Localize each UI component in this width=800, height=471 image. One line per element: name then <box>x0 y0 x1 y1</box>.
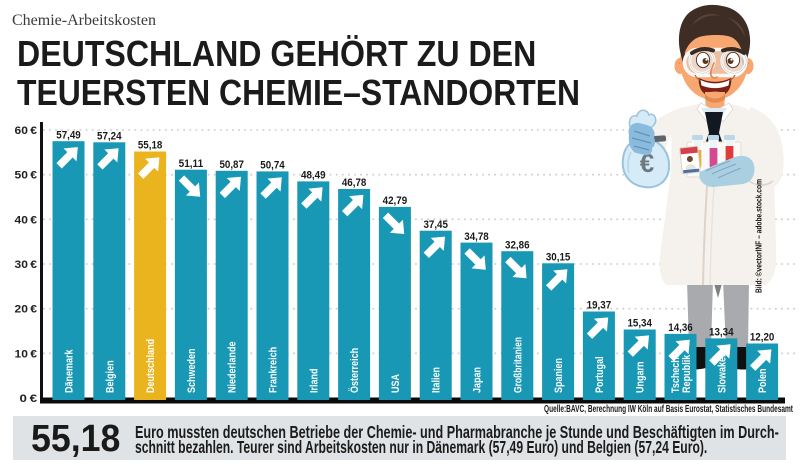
svg-text:Republik: Republik <box>681 355 693 393</box>
svg-text:50,74: 50,74 <box>260 160 285 172</box>
svg-text:€: € <box>640 148 654 178</box>
svg-text:40 €: 40 € <box>15 214 38 226</box>
svg-text:30,15: 30,15 <box>546 252 571 264</box>
svg-text:Spanien: Spanien <box>553 358 565 393</box>
svg-text:51,11: 51,11 <box>179 158 204 170</box>
svg-text:50,87: 50,87 <box>219 159 244 171</box>
svg-text:12,20: 12,20 <box>750 332 775 344</box>
svg-text:37,45: 37,45 <box>423 219 448 231</box>
svg-text:Belgien: Belgien <box>104 360 116 393</box>
svg-text:15,34: 15,34 <box>627 318 652 330</box>
svg-text:Slowakei: Slowakei <box>716 354 728 393</box>
svg-text:10 €: 10 € <box>15 348 38 360</box>
svg-text:Niederlande: Niederlande <box>227 341 239 393</box>
svg-text:USA: USA <box>390 374 402 393</box>
svg-text:Japan: Japan <box>472 367 484 393</box>
svg-text:Deutschland: Deutschland <box>145 339 157 393</box>
svg-text:19,37: 19,37 <box>587 300 612 312</box>
svg-text:Portugal: Portugal <box>594 356 606 393</box>
svg-text:Großbritanien: Großbritanien <box>512 337 524 393</box>
svg-text:30 €: 30 € <box>15 259 38 271</box>
svg-text:42,79: 42,79 <box>383 195 408 207</box>
svg-text:Bild: ©vectorINF – adobe.stock: Bild: ©vectorINF – adobe.stock.com <box>754 179 764 293</box>
svg-text:Quelle:BAVC, Berechnung IW Köl: Quelle:BAVC, Berechnung IW Köln auf Basi… <box>544 404 793 415</box>
svg-text:55,18: 55,18 <box>138 140 163 152</box>
svg-text:Dänemark: Dänemark <box>64 349 76 393</box>
svg-text:Ungarn: Ungarn <box>635 362 647 394</box>
svg-text:57,24: 57,24 <box>97 131 122 143</box>
svg-text:Polen: Polen <box>757 369 769 394</box>
svg-text:57,49: 57,49 <box>56 129 81 141</box>
svg-text:14,36: 14,36 <box>668 322 693 334</box>
svg-text:20 €: 20 € <box>15 304 38 316</box>
svg-text:Frankreich: Frankreich <box>268 347 280 393</box>
svg-text:Schweden: Schweden <box>186 349 198 394</box>
svg-text:0 €: 0 € <box>20 393 38 405</box>
svg-text:60 €: 60 € <box>15 125 38 137</box>
svg-text:32,86: 32,86 <box>505 239 530 251</box>
svg-text:50 €: 50 € <box>15 170 38 182</box>
svg-text:Italien: Italien <box>431 367 443 393</box>
svg-text:48,49: 48,49 <box>301 170 326 182</box>
svg-text:Irland: Irland <box>308 369 320 394</box>
svg-text:46,78: 46,78 <box>342 177 367 189</box>
svg-text:34,78: 34,78 <box>464 231 489 243</box>
svg-text:Österreich: Österreich <box>348 348 361 393</box>
svg-text:13,34: 13,34 <box>709 327 734 339</box>
svg-text:Tschech.: Tschech. <box>670 355 682 393</box>
